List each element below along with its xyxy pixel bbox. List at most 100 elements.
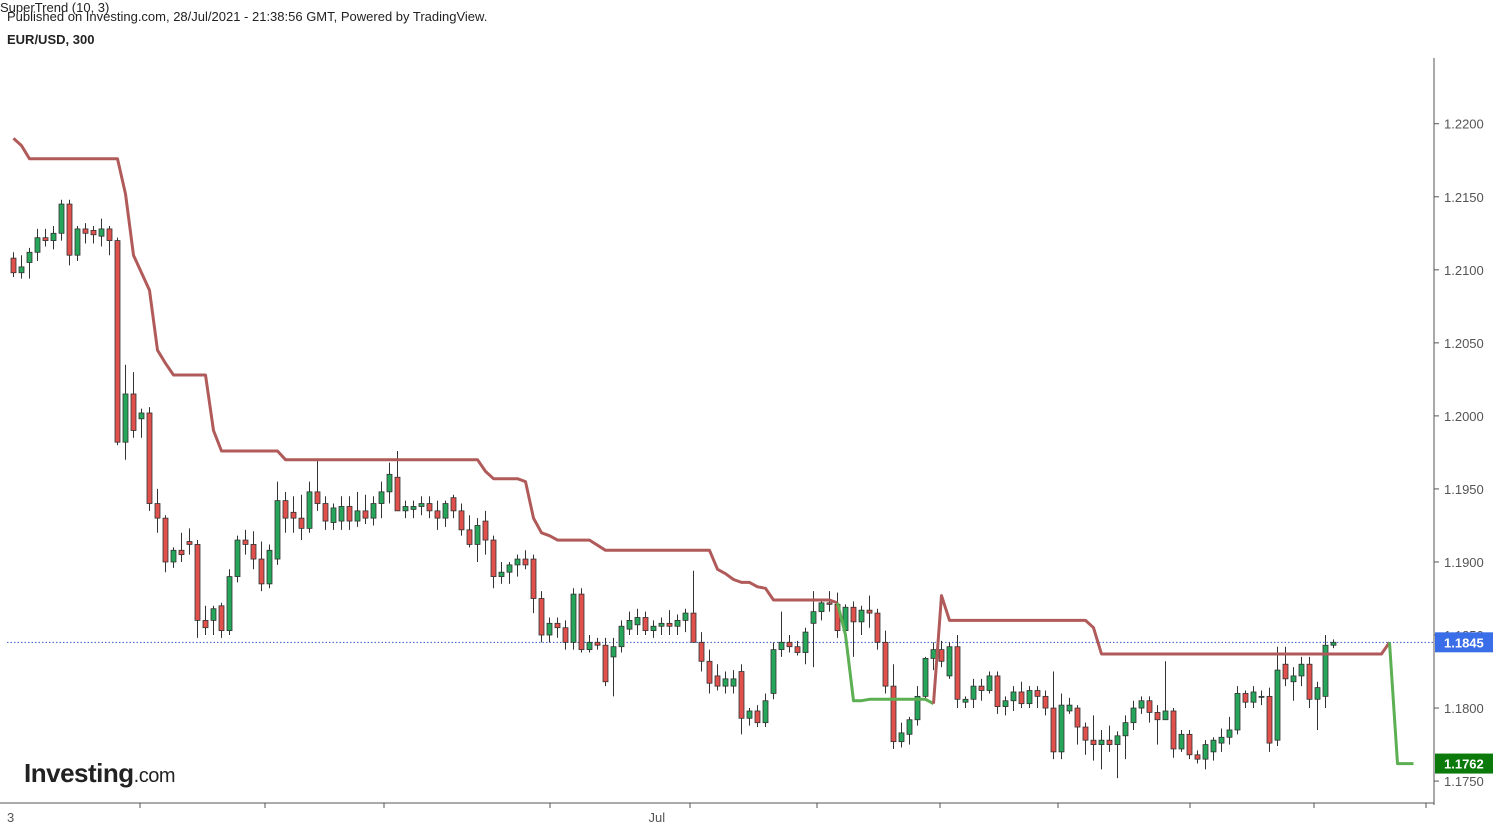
candle-body bbox=[1218, 736, 1225, 744]
candle-body bbox=[298, 517, 305, 529]
candle bbox=[258, 541, 265, 592]
candle-body bbox=[202, 620, 209, 629]
candle-body bbox=[1058, 704, 1065, 753]
candle-body bbox=[250, 544, 257, 560]
candle-body bbox=[874, 612, 881, 643]
candle-body bbox=[474, 525, 481, 545]
candle bbox=[1114, 731, 1121, 779]
candle bbox=[698, 632, 705, 672]
candle-body bbox=[818, 602, 825, 613]
candle-body bbox=[1098, 739, 1105, 745]
candle-body bbox=[594, 641, 601, 646]
candle-body bbox=[786, 641, 793, 648]
candle bbox=[1298, 656, 1305, 687]
candle bbox=[858, 605, 865, 636]
candle bbox=[10, 252, 17, 278]
candle-body bbox=[1034, 690, 1041, 697]
candle bbox=[218, 602, 225, 638]
candle-body bbox=[138, 412, 145, 420]
candle bbox=[90, 225, 97, 244]
candle bbox=[738, 664, 745, 735]
candle-body bbox=[610, 646, 617, 658]
candle-body bbox=[10, 257, 17, 274]
candle-body bbox=[778, 641, 785, 651]
candle-body bbox=[418, 503, 425, 507]
candle bbox=[714, 664, 721, 691]
last-price-badge-bg bbox=[1435, 632, 1493, 653]
candle-body bbox=[578, 593, 585, 651]
candle-body bbox=[1298, 663, 1305, 677]
candle-body bbox=[794, 646, 801, 653]
candle-body bbox=[970, 685, 977, 700]
candle-body bbox=[890, 685, 897, 743]
candle-body bbox=[434, 510, 441, 519]
candle bbox=[538, 591, 545, 643]
candle-body bbox=[154, 503, 161, 519]
candle bbox=[634, 608, 641, 636]
candle-body bbox=[1154, 712, 1161, 721]
candle-body bbox=[354, 510, 361, 522]
candle-body bbox=[226, 576, 233, 632]
indicator-label[interactable]: SuperTrend (10, 3) bbox=[0, 0, 110, 15]
candle-body bbox=[482, 520, 489, 541]
candle bbox=[802, 627, 809, 665]
candle-body bbox=[170, 549, 177, 563]
candle-body bbox=[722, 678, 729, 687]
candle-body bbox=[1114, 735, 1121, 745]
candle-body bbox=[42, 237, 49, 241]
candle bbox=[426, 496, 433, 519]
candle bbox=[490, 535, 497, 589]
candle-body bbox=[682, 612, 689, 621]
candle bbox=[978, 678, 985, 701]
candle bbox=[594, 637, 601, 650]
candle bbox=[442, 500, 449, 527]
candle-body bbox=[290, 511, 297, 519]
candle-body bbox=[1250, 691, 1257, 703]
candle bbox=[882, 630, 889, 694]
candle-body bbox=[490, 539, 497, 577]
candle bbox=[706, 649, 713, 694]
candle bbox=[1258, 690, 1265, 706]
candle bbox=[322, 496, 329, 530]
candle-body bbox=[322, 503, 329, 522]
y-tick-label: 1.1750 bbox=[1444, 774, 1484, 789]
candle bbox=[194, 540, 201, 638]
candle-body bbox=[74, 228, 81, 256]
candle-body bbox=[122, 393, 129, 443]
y-tick-label: 1.2150 bbox=[1444, 190, 1484, 205]
candle bbox=[1106, 725, 1113, 752]
candle-body bbox=[194, 544, 201, 621]
candle bbox=[474, 518, 481, 562]
last-price-badge-text: 1.1845 bbox=[1444, 635, 1484, 650]
candle bbox=[650, 620, 657, 638]
candle bbox=[290, 496, 297, 533]
candle bbox=[1018, 681, 1025, 709]
candle-body bbox=[370, 503, 377, 519]
candle-body bbox=[1210, 739, 1217, 753]
candle bbox=[66, 199, 73, 266]
candle bbox=[1026, 686, 1033, 709]
candle bbox=[234, 535, 241, 583]
candle bbox=[1274, 646, 1281, 747]
candle-body bbox=[554, 622, 561, 629]
candle-body bbox=[1170, 710, 1177, 750]
candle bbox=[306, 481, 313, 533]
candle-body bbox=[1314, 687, 1321, 700]
candle-body bbox=[1282, 663, 1289, 680]
candle bbox=[122, 364, 129, 460]
candle-body bbox=[690, 612, 697, 643]
candle bbox=[946, 642, 953, 679]
candle-body bbox=[402, 506, 409, 512]
candle-body bbox=[258, 558, 265, 585]
candle-body bbox=[858, 609, 865, 623]
candle bbox=[378, 481, 385, 519]
candle bbox=[402, 500, 409, 519]
candles-group bbox=[10, 199, 1337, 779]
candle-body bbox=[666, 622, 673, 627]
candle bbox=[266, 544, 273, 589]
candle bbox=[906, 716, 913, 745]
candle bbox=[1138, 696, 1145, 714]
candle bbox=[386, 462, 393, 504]
candle bbox=[466, 515, 473, 548]
